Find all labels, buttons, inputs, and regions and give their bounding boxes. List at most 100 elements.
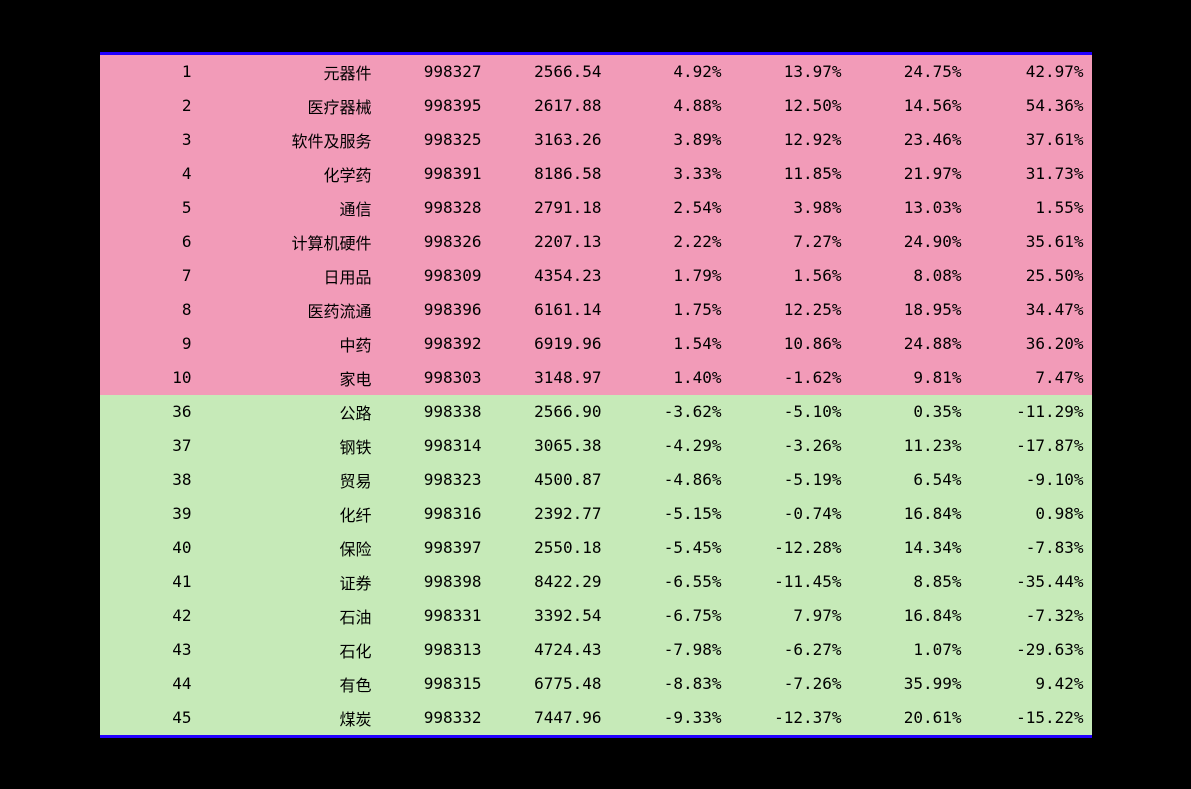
- name-cell: 中药: [200, 327, 380, 361]
- rank-cell: 40: [100, 531, 200, 565]
- sector-performance-table: 1元器件9983272566.544.92%13.97%24.75%42.97%…: [100, 52, 1092, 738]
- rank-cell: 43: [100, 633, 200, 667]
- pct2-cell: 7.97%: [730, 599, 850, 633]
- rank-cell: 4: [100, 157, 200, 191]
- pct2-cell: 12.25%: [730, 293, 850, 327]
- rank-cell: 41: [100, 565, 200, 599]
- pct1-cell: -8.83%: [610, 667, 730, 701]
- name-cell: 证券: [200, 565, 380, 599]
- rank-cell: 8: [100, 293, 200, 327]
- pct4-cell: 36.20%: [970, 327, 1092, 361]
- pct4-cell: 7.47%: [970, 361, 1092, 395]
- pct2-cell: -5.10%: [730, 395, 850, 429]
- name-cell: 医疗器械: [200, 89, 380, 123]
- pct1-cell: 3.89%: [610, 123, 730, 157]
- pct4-cell: -35.44%: [970, 565, 1092, 599]
- name-cell: 元器件: [200, 53, 380, 89]
- code-cell: 998327: [380, 53, 490, 89]
- name-cell: 钢铁: [200, 429, 380, 463]
- code-cell: 998326: [380, 225, 490, 259]
- code-cell: 998331: [380, 599, 490, 633]
- pct3-cell: 35.99%: [850, 667, 970, 701]
- rank-cell: 45: [100, 701, 200, 737]
- table-row: 37钢铁9983143065.38-4.29%-3.26%11.23%-17.8…: [100, 429, 1092, 463]
- code-cell: 998397: [380, 531, 490, 565]
- pct1-cell: 1.54%: [610, 327, 730, 361]
- pct4-cell: 37.61%: [970, 123, 1092, 157]
- pct1-cell: 4.92%: [610, 53, 730, 89]
- value-cell: 8186.58: [490, 157, 610, 191]
- pct4-cell: 0.98%: [970, 497, 1092, 531]
- pct2-cell: 13.97%: [730, 53, 850, 89]
- rank-cell: 3: [100, 123, 200, 157]
- value-cell: 4500.87: [490, 463, 610, 497]
- pct1-cell: 1.40%: [610, 361, 730, 395]
- pct2-cell: -0.74%: [730, 497, 850, 531]
- value-cell: 4724.43: [490, 633, 610, 667]
- pct3-cell: 20.61%: [850, 701, 970, 737]
- value-cell: 2617.88: [490, 89, 610, 123]
- table-row: 42石油9983313392.54-6.75%7.97%16.84%-7.32%: [100, 599, 1092, 633]
- pct3-cell: 24.90%: [850, 225, 970, 259]
- value-cell: 2207.13: [490, 225, 610, 259]
- pct3-cell: 9.81%: [850, 361, 970, 395]
- rank-cell: 44: [100, 667, 200, 701]
- name-cell: 煤炭: [200, 701, 380, 737]
- pct2-cell: 7.27%: [730, 225, 850, 259]
- pct2-cell: -3.26%: [730, 429, 850, 463]
- pct4-cell: -11.29%: [970, 395, 1092, 429]
- value-cell: 3392.54: [490, 599, 610, 633]
- pct4-cell: 25.50%: [970, 259, 1092, 293]
- name-cell: 医药流通: [200, 293, 380, 327]
- code-cell: 998395: [380, 89, 490, 123]
- pct1-cell: -4.29%: [610, 429, 730, 463]
- table-row: 10家电9983033148.971.40%-1.62%9.81%7.47%: [100, 361, 1092, 395]
- rank-cell: 10: [100, 361, 200, 395]
- pct1-cell: -5.45%: [610, 531, 730, 565]
- pct4-cell: 35.61%: [970, 225, 1092, 259]
- rank-cell: 37: [100, 429, 200, 463]
- name-cell: 有色: [200, 667, 380, 701]
- pct4-cell: 42.97%: [970, 53, 1092, 89]
- pct3-cell: 14.34%: [850, 531, 970, 565]
- code-cell: 998338: [380, 395, 490, 429]
- value-cell: 3163.26: [490, 123, 610, 157]
- pct4-cell: -7.32%: [970, 599, 1092, 633]
- pct2-cell: 3.98%: [730, 191, 850, 225]
- pct1-cell: 2.54%: [610, 191, 730, 225]
- pct1-cell: 3.33%: [610, 157, 730, 191]
- pct1-cell: -4.86%: [610, 463, 730, 497]
- value-cell: 4354.23: [490, 259, 610, 293]
- pct2-cell: 1.56%: [730, 259, 850, 293]
- name-cell: 化学药: [200, 157, 380, 191]
- pct3-cell: 11.23%: [850, 429, 970, 463]
- table-row: 41证券9983988422.29-6.55%-11.45%8.85%-35.4…: [100, 565, 1092, 599]
- rank-cell: 42: [100, 599, 200, 633]
- table-row: 4化学药9983918186.583.33%11.85%21.97%31.73%: [100, 157, 1092, 191]
- code-cell: 998325: [380, 123, 490, 157]
- rank-cell: 6: [100, 225, 200, 259]
- table-row: 3软件及服务9983253163.263.89%12.92%23.46%37.6…: [100, 123, 1092, 157]
- name-cell: 石化: [200, 633, 380, 667]
- rank-cell: 9: [100, 327, 200, 361]
- table-row: 2医疗器械9983952617.884.88%12.50%14.56%54.36…: [100, 89, 1092, 123]
- pct2-cell: 12.50%: [730, 89, 850, 123]
- pct1-cell: -6.75%: [610, 599, 730, 633]
- rank-cell: 36: [100, 395, 200, 429]
- sector-performance-table-container: 1元器件9983272566.544.92%13.97%24.75%42.97%…: [100, 52, 1092, 738]
- code-cell: 998314: [380, 429, 490, 463]
- pct1-cell: -6.55%: [610, 565, 730, 599]
- pct1-cell: -5.15%: [610, 497, 730, 531]
- pct4-cell: -29.63%: [970, 633, 1092, 667]
- pct3-cell: 1.07%: [850, 633, 970, 667]
- pct4-cell: -9.10%: [970, 463, 1092, 497]
- rank-cell: 1: [100, 53, 200, 89]
- rank-cell: 39: [100, 497, 200, 531]
- pct2-cell: -5.19%: [730, 463, 850, 497]
- pct2-cell: -12.37%: [730, 701, 850, 737]
- pct4-cell: 34.47%: [970, 293, 1092, 327]
- value-cell: 6775.48: [490, 667, 610, 701]
- pct3-cell: 8.85%: [850, 565, 970, 599]
- name-cell: 计算机硬件: [200, 225, 380, 259]
- pct3-cell: 8.08%: [850, 259, 970, 293]
